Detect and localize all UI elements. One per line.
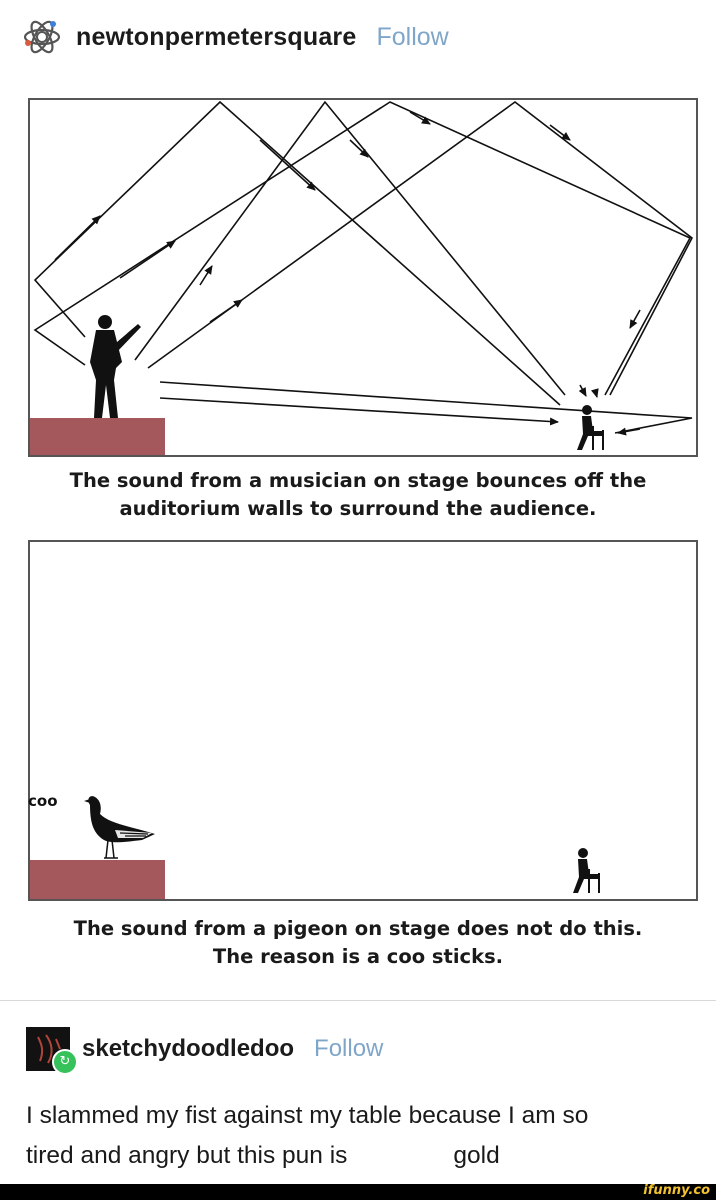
watermark-logo: ifunny.co — [643, 1183, 710, 1198]
avatar[interactable]: ↻ — [26, 1027, 78, 1075]
diagram2-caption: The sound from a pigeon on stage does no… — [0, 915, 716, 971]
caption-line: The sound from a musician on stage bounc… — [69, 469, 647, 492]
pigeon-diagram — [28, 540, 698, 901]
audience-silhouette — [577, 405, 604, 450]
stage-block — [30, 418, 165, 455]
caption-line: auditorium walls to surround the audienc… — [119, 497, 597, 520]
post-header: newtonpermetersquare Follow — [22, 14, 449, 60]
diagram1-caption: The sound from a musician on stage bounc… — [0, 467, 716, 523]
pigeon-silhouette — [84, 796, 155, 859]
caption-line: The reason is a coo sticks. — [212, 945, 504, 968]
musician-silhouette — [90, 315, 141, 418]
pigeon-scene — [30, 796, 600, 899]
sound-reflection-diagram — [30, 100, 694, 455]
coo-label: coo — [28, 792, 58, 810]
reblog-header: ↻ sketchydoodledoo Follow — [26, 1026, 384, 1075]
audience-silhouette — [573, 848, 600, 893]
stage-block — [30, 860, 165, 899]
reblog-icon: ↻ — [52, 1049, 78, 1075]
post-divider — [0, 1000, 716, 1001]
reblog-comment: I slammed my fist against my table becau… — [26, 1096, 706, 1176]
reblog-author-name[interactable]: sketchydoodledoo — [82, 1035, 295, 1062]
post-author-name[interactable]: newtonpermetersquare — [76, 22, 357, 51]
caption-line: The sound from a pigeon on stage does no… — [73, 917, 643, 940]
follow-button[interactable]: Follow — [314, 1035, 384, 1062]
comment-text: tired and angry but this pun is — [26, 1142, 348, 1169]
sketch-avatar-icon — [37, 1034, 61, 1064]
comment-line: tired and angry but this pun is gold — [26, 1136, 706, 1176]
auditorium-diagram — [28, 98, 698, 457]
comment-text: gold — [453, 1142, 500, 1169]
comment-line: I slammed my fist against my table becau… — [26, 1102, 589, 1129]
follow-button[interactable]: Follow — [376, 22, 449, 51]
atom-icon[interactable] — [22, 17, 62, 57]
watermark-bar — [0, 1184, 716, 1200]
